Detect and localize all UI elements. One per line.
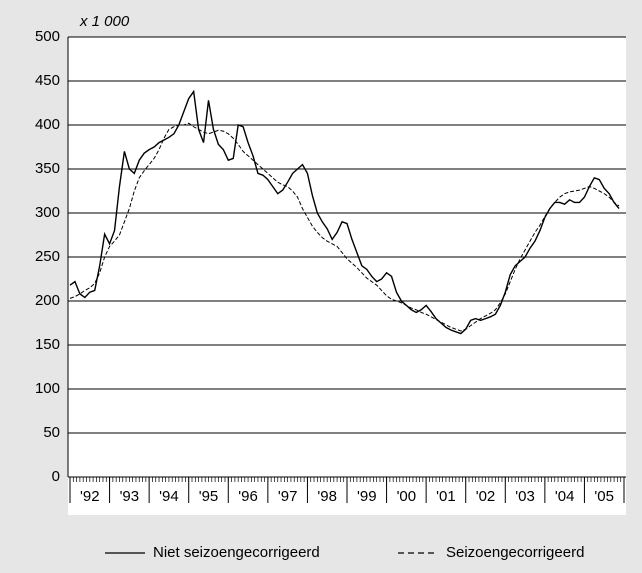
unit-annotation: x 1 000 (79, 13, 130, 30)
y-tick-label: 450 (35, 72, 60, 89)
x-tick-label: '98 (317, 488, 337, 505)
y-tick-label: 350 (35, 160, 60, 177)
y-tick-label: 100 (35, 380, 60, 397)
y-tick-label: 500 (35, 28, 60, 45)
y-tick-label: 200 (35, 292, 60, 309)
x-tick-label: '02 (476, 488, 496, 505)
x-tick-label: '94 (159, 488, 179, 505)
y-tick-label: 150 (35, 336, 60, 353)
x-tick-label: '03 (515, 488, 535, 505)
x-tick-label: '97 (278, 488, 298, 505)
x-tick-label: '04 (555, 488, 575, 505)
x-tick-label: '01 (436, 488, 456, 505)
y-tick-label: 50 (43, 424, 60, 441)
x-tick-label: '05 (594, 488, 614, 505)
series-line (69, 122, 620, 332)
x-tick-label: '99 (357, 488, 377, 505)
y-tick-label: 0 (52, 468, 60, 485)
x-tick-label: '92 (80, 488, 100, 505)
y-tick-label: 250 (35, 248, 60, 265)
x-tick-label: '96 (238, 488, 258, 505)
legend-label: Seizoengecorrigeerd (446, 544, 584, 561)
legend-label: Niet seizoengecorrigeerd (153, 544, 320, 561)
x-tick-label: '93 (120, 488, 140, 505)
series-line (69, 89, 620, 335)
plot-area (68, 37, 626, 515)
x-tick-label: '95 (199, 488, 219, 505)
x-tick-label: '00 (397, 488, 417, 505)
y-tick-label: 300 (35, 204, 60, 221)
y-tick-label: 400 (35, 116, 60, 133)
